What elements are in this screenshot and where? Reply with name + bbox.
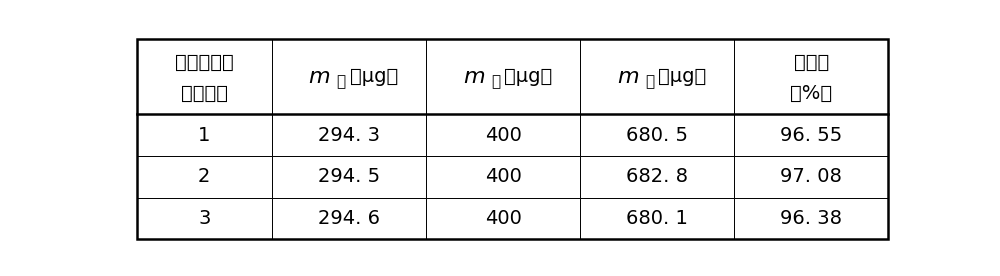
Text: 682. 8: 682. 8 bbox=[626, 167, 688, 186]
Text: 680. 5: 680. 5 bbox=[626, 126, 688, 145]
Text: $m$: $m$ bbox=[463, 67, 485, 87]
Text: 680. 1: 680. 1 bbox=[626, 209, 688, 228]
Text: $m$: $m$ bbox=[617, 67, 639, 87]
Text: 1: 1 bbox=[198, 126, 210, 145]
Bar bbox=[426, 156, 580, 198]
Bar bbox=[580, 198, 734, 239]
Text: 400: 400 bbox=[485, 167, 522, 186]
Text: 2: 2 bbox=[198, 167, 210, 186]
Bar bbox=[580, 156, 734, 198]
Text: 400: 400 bbox=[485, 209, 522, 228]
Text: 97. 08: 97. 08 bbox=[780, 167, 842, 186]
Text: 96. 55: 96. 55 bbox=[780, 126, 842, 145]
Bar bbox=[426, 198, 580, 239]
Text: （μg）: （μg） bbox=[350, 67, 398, 86]
Bar bbox=[137, 115, 272, 156]
Text: 标: 标 bbox=[491, 74, 500, 89]
Bar bbox=[580, 39, 734, 115]
Bar bbox=[734, 39, 888, 115]
Text: 96. 38: 96. 38 bbox=[780, 209, 842, 228]
Bar bbox=[137, 39, 272, 115]
Text: 294. 3: 294. 3 bbox=[318, 126, 380, 145]
Text: 重复性测定: 重复性测定 bbox=[175, 52, 234, 71]
Bar bbox=[272, 198, 426, 239]
Bar bbox=[272, 39, 426, 115]
Bar bbox=[137, 156, 272, 198]
Bar bbox=[272, 156, 426, 198]
Text: 回收率: 回收率 bbox=[794, 52, 829, 71]
Bar bbox=[734, 115, 888, 156]
Text: 次数编号: 次数编号 bbox=[181, 84, 228, 103]
Bar bbox=[272, 115, 426, 156]
Text: 294. 5: 294. 5 bbox=[318, 167, 380, 186]
Text: 400: 400 bbox=[485, 126, 522, 145]
Text: 总: 总 bbox=[645, 74, 654, 89]
Bar bbox=[137, 198, 272, 239]
Text: 294. 6: 294. 6 bbox=[318, 209, 380, 228]
Bar bbox=[426, 115, 580, 156]
Bar bbox=[734, 156, 888, 198]
Text: （μg）: （μg） bbox=[658, 67, 706, 86]
Text: $m$: $m$ bbox=[308, 67, 331, 87]
Text: 样: 样 bbox=[337, 74, 346, 89]
Bar bbox=[734, 198, 888, 239]
Bar bbox=[580, 115, 734, 156]
Text: （μg）: （μg） bbox=[504, 67, 552, 86]
Bar bbox=[426, 39, 580, 115]
Text: 3: 3 bbox=[198, 209, 210, 228]
Text: （%）: （%） bbox=[790, 84, 832, 103]
